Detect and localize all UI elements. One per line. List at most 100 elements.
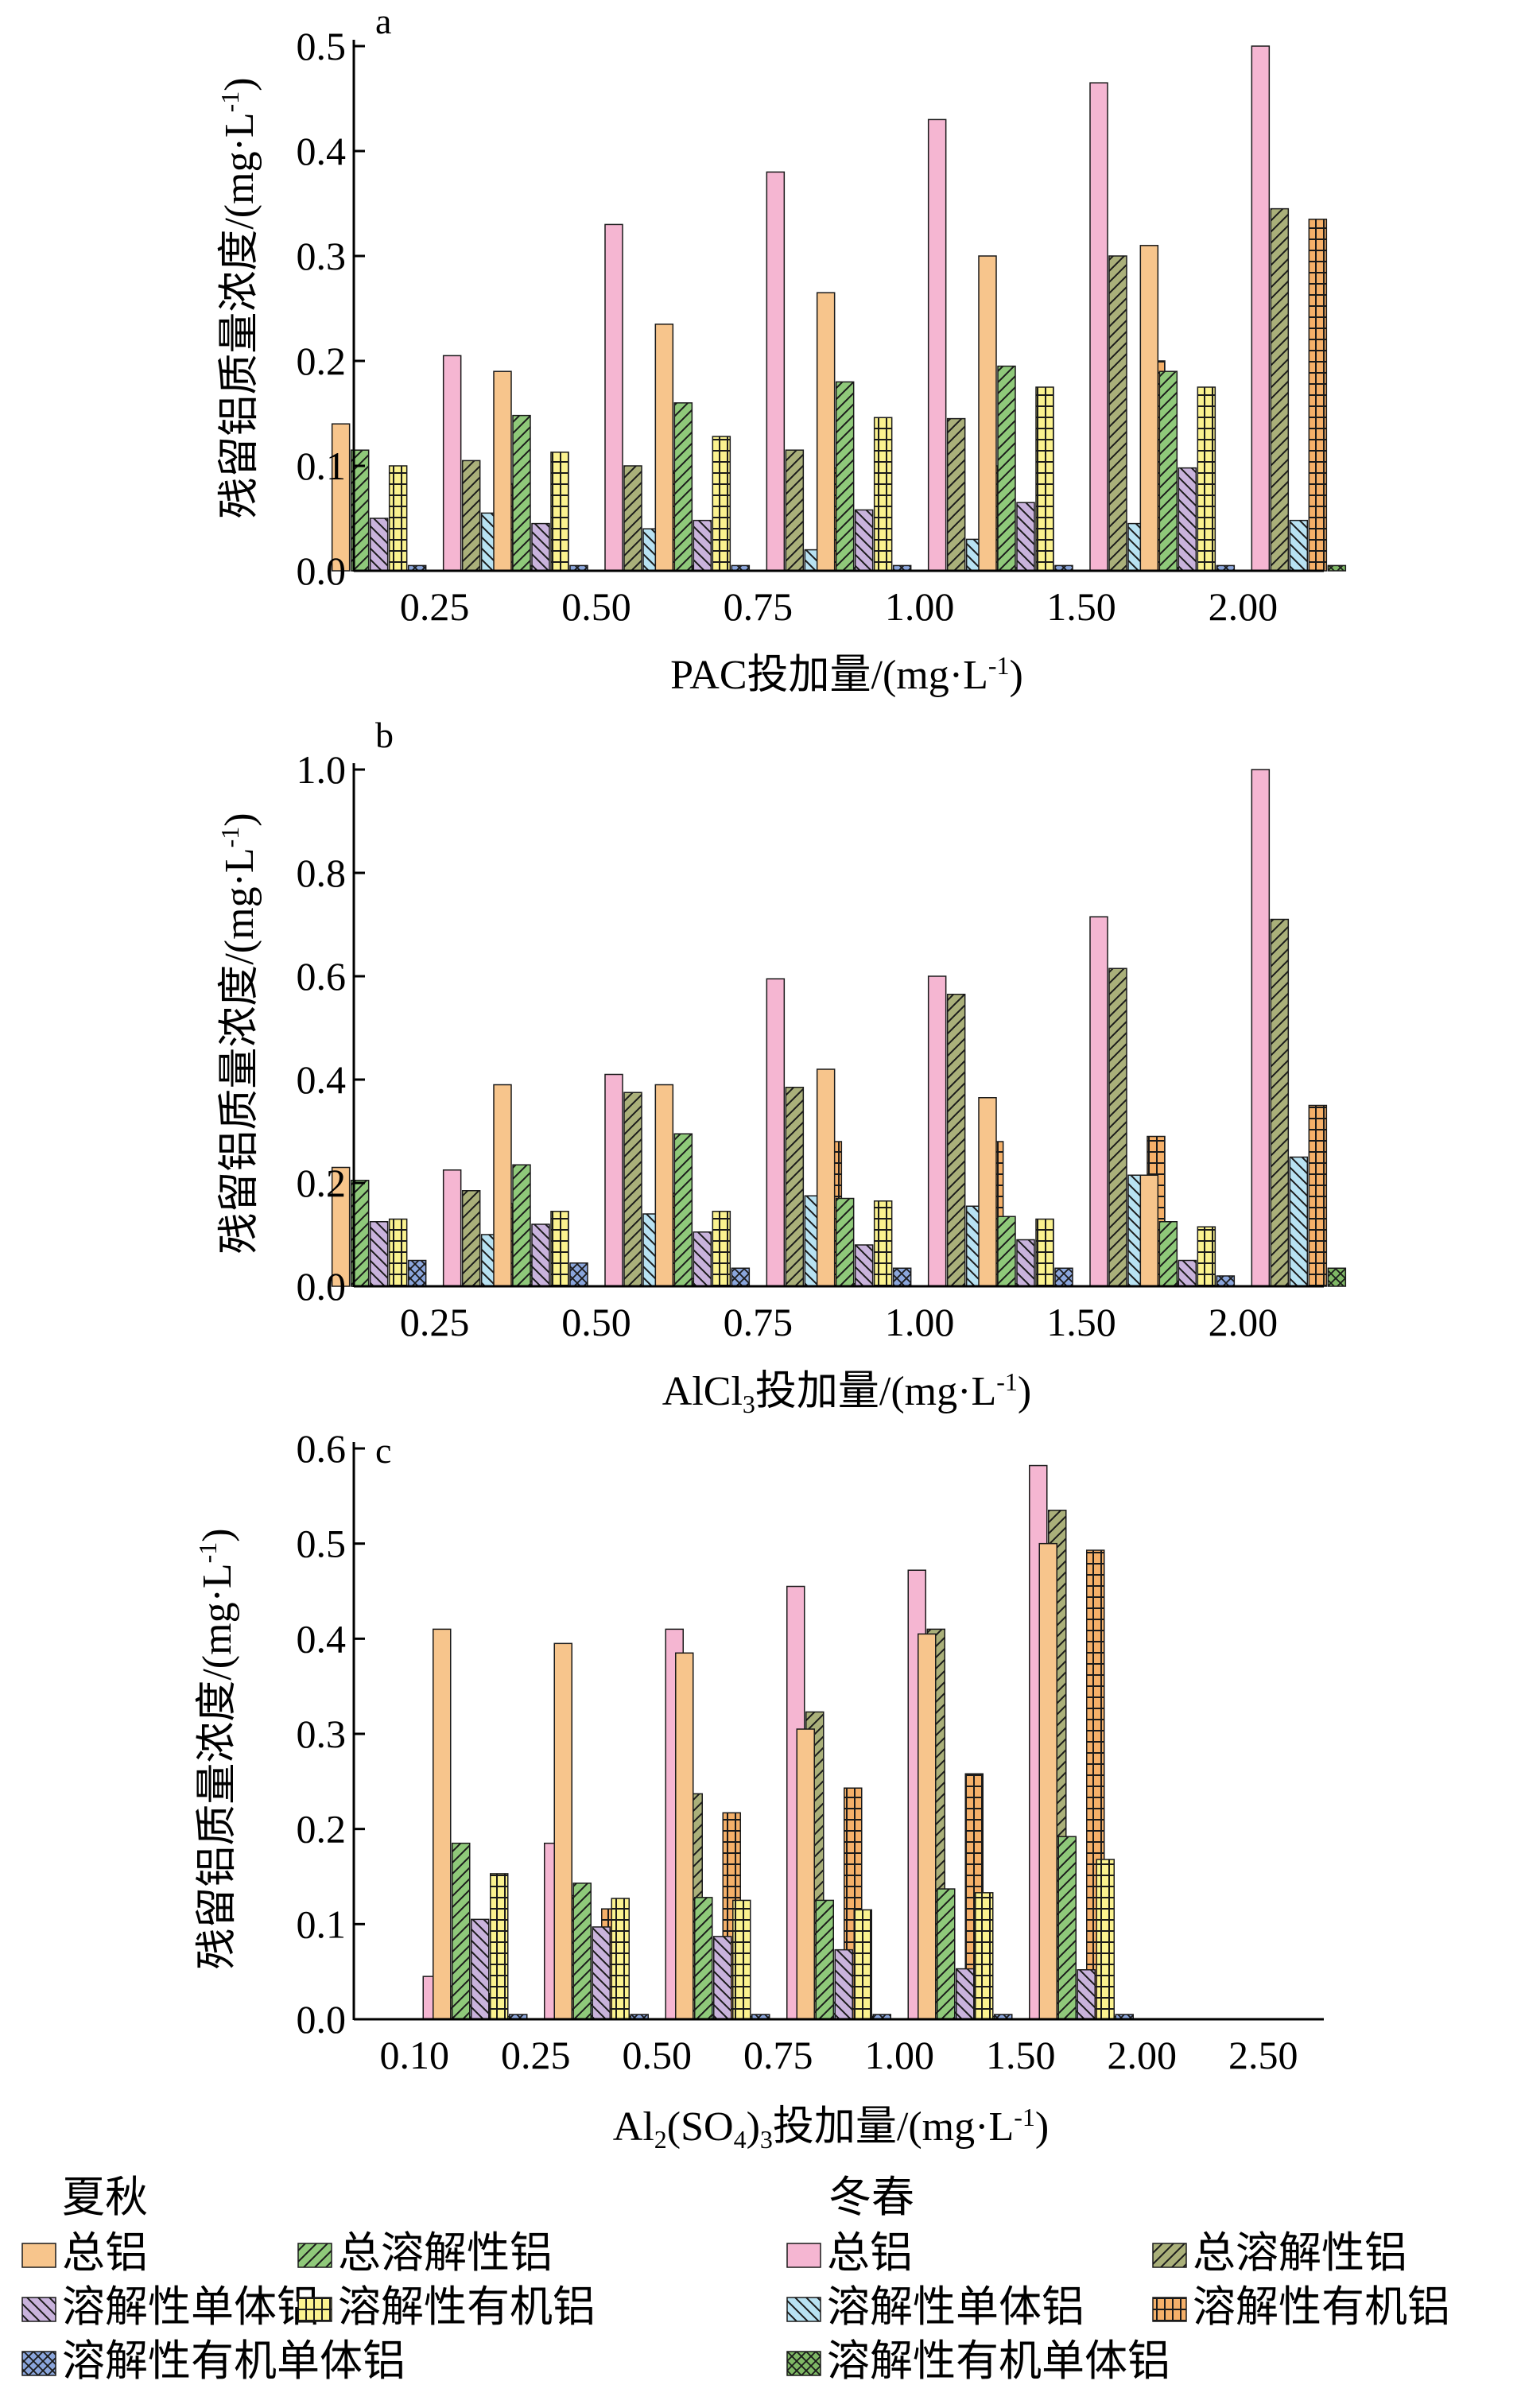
bar-c-0.25-5-hatch — [509, 2014, 527, 2019]
y-tick-label-c-5: 0.4 — [297, 1616, 347, 1661]
bar-b-0.50-5-hatch — [570, 1262, 588, 1286]
bar-b-1.00-1 — [816, 1068, 836, 1287]
y-axis-title-c: 残留铝质量浓度/(mg·L-1) — [193, 1528, 240, 1969]
y-tick-label-c-2: 0.1 — [297, 1902, 347, 1946]
x-tick-label-a-1: 0.25 — [400, 584, 470, 629]
legend-swatch-1 — [21, 2243, 56, 2268]
bar-b-1.50-5-hatch — [1055, 1268, 1073, 1286]
bar-a-2.00-5-hatch — [1216, 565, 1235, 571]
bar-a-0.25-3-hatch — [370, 518, 388, 571]
bar-c-2.00-5-hatch — [1116, 2014, 1134, 2019]
bar-c-0.75-3-hatch — [713, 1936, 731, 2019]
bar-b-0.50-2-hatch — [513, 1165, 530, 1286]
bar-b-2.00-6 — [1251, 769, 1271, 1287]
bar-c-1.50-2-hatch — [937, 1889, 955, 2019]
x-axis-title-a: PAC投加量/(mg·L-1) — [670, 651, 1023, 698]
bar-a-0.75-2-hatch — [674, 402, 693, 571]
legend-swatch-2-hatch — [298, 2243, 332, 2267]
bar-a-0.25-2-hatch — [351, 450, 369, 571]
bar-c-0.75-5-hatch — [751, 2014, 770, 2019]
panel-label-b: b — [375, 715, 394, 755]
bar-c-0.50-3-hatch — [592, 1926, 611, 2019]
x-tick-label-b-4: 1.00 — [885, 1300, 955, 1344]
chart-panel-b: 0.25 0.50 0.75 1.00 1.50 2.00 0.0 0.2 0.4 0.6 0.8 1… — [215, 715, 1347, 1418]
bar-b-2.00-10-hatch — [1328, 1268, 1346, 1286]
bar-a-1.50-2-hatch — [998, 366, 1015, 571]
bar-b-1.00-3-hatch — [855, 1245, 873, 1286]
legend-swatch-6 — [786, 2243, 821, 2268]
bar-b-1.00-7-hatch — [947, 994, 965, 1286]
bar-b-2.00-9-hatch — [1309, 1105, 1327, 1286]
legend-group-title-winter-spring: 冬春 — [828, 2172, 914, 2222]
bar-b-2.00-4-hatch — [1197, 1227, 1216, 1286]
bar-c-1.00-5-hatch — [873, 2014, 891, 2019]
bar-b-1.00-6 — [927, 975, 947, 1287]
x-tick-label-a-6: 2.00 — [1209, 584, 1278, 629]
bar-b-1.00-5-hatch — [893, 1268, 911, 1286]
bar-a-0.75-4-hatch — [712, 436, 731, 571]
legend-label-2: 总溶解性铝 — [338, 2228, 553, 2278]
bar-a-1.00-1 — [816, 292, 836, 572]
bar-a-1.50-1 — [978, 255, 997, 572]
legend-group-title-summer-autumn: 夏秋 — [62, 2172, 148, 2222]
y-tick-label-b-6: 1.0 — [297, 747, 347, 792]
legend-swatch-3-hatch — [22, 2297, 56, 2321]
bar-a-1.00-2-hatch — [836, 382, 854, 571]
bar-c-0.75-1 — [675, 1652, 694, 2020]
bar-b-0.25-1 — [331, 1166, 351, 1287]
bar-a-2.00-9-hatch — [1309, 219, 1327, 571]
y-tick-label-a-2: 0.1 — [297, 444, 347, 488]
bar-c-1.00-4-hatch — [854, 1910, 872, 2019]
bar-b-0.25-6 — [442, 1169, 462, 1287]
bar-c-1.50-1 — [918, 1633, 937, 2020]
y-tick-label-c-4: 0.3 — [297, 1712, 347, 1756]
y-tick-label-c-6: 0.5 — [297, 1522, 347, 1566]
bar-b-1.50-4-hatch — [1036, 1219, 1053, 1286]
bar-b-1.50-1 — [978, 1097, 997, 1287]
bar-a-0.50-6 — [604, 223, 623, 572]
bar-a-0.75-7-hatch — [786, 450, 804, 571]
plot-area-b: 0.25 0.50 0.75 1.00 1.50 2.00 0.0 0.2 0.4 0.6 0.8 1… — [297, 747, 1347, 1344]
legend-label-5: 溶解性有机单体铝 — [62, 2336, 405, 2386]
bar-a-2.00-6 — [1251, 45, 1271, 572]
bar-a-2.00-1 — [1139, 245, 1159, 572]
bar-b-0.75-5-hatch — [731, 1268, 750, 1286]
bar-b-0.25-2-hatch — [351, 1180, 369, 1286]
bar-b-1.00-2-hatch — [836, 1198, 854, 1286]
y-axis-title-b: 残留铝质量浓度/(mg·L-1) — [215, 812, 262, 1254]
y-tick-label-b-2: 0.2 — [297, 1161, 347, 1205]
legend-label-3: 溶解性单体铝 — [62, 2282, 320, 2332]
bar-a-1.00-5-hatch — [893, 565, 911, 571]
chart-panel-a: 0.25 0.50 0.75 1.00 1.50 2.00 0.0 0.1 0.2 0.3 0.4 0… — [215, 1, 1347, 698]
bar-c-1.00-1 — [796, 1728, 815, 2020]
bar-c-1.50-5-hatch — [994, 2014, 1012, 2019]
x-tick-label-c-7: 2.00 — [1108, 2033, 1178, 2077]
bar-a-2.00-3-hatch — [1178, 467, 1197, 571]
bar-c-0.75-2-hatch — [694, 1897, 712, 2019]
legend-label-9: 溶解性有机铝 — [1193, 2282, 1450, 2332]
bar-c-2.00-3-hatch — [1077, 1969, 1096, 2019]
legend-label-1: 总铝 — [62, 2228, 148, 2278]
bar-b-0.25-4-hatch — [389, 1219, 407, 1286]
bar-a-2.00-7-hatch — [1271, 208, 1289, 571]
legend-label-8: 溶解性单体铝 — [827, 2282, 1084, 2332]
bar-a-0.25-4-hatch — [389, 466, 407, 571]
bar-c-0.25-2-hatch — [452, 1843, 470, 2019]
legend-swatch-8-hatch — [787, 2297, 821, 2321]
bar-c-0.50-5-hatch — [631, 2014, 649, 2019]
bar-c-1.50-3-hatch — [956, 1968, 974, 2019]
x-axis-title-b: AlCl3投加量/(mg·L-1) — [662, 1367, 1031, 1418]
x-tick-label-c-2: 0.25 — [501, 2033, 571, 2077]
bar-b-1.50-2-hatch — [998, 1216, 1015, 1286]
bar-a-0.25-5-hatch — [408, 565, 426, 571]
bar-a-1.50-6 — [1089, 82, 1108, 572]
bar-a-2.00-10-hatch — [1328, 565, 1346, 571]
y-tick-label-b-3: 0.4 — [297, 1057, 347, 1102]
bar-c-0.25-3-hatch — [471, 1919, 489, 2019]
x-tick-label-b-1: 0.25 — [400, 1300, 470, 1344]
panel-label-c: c — [375, 1430, 391, 1471]
